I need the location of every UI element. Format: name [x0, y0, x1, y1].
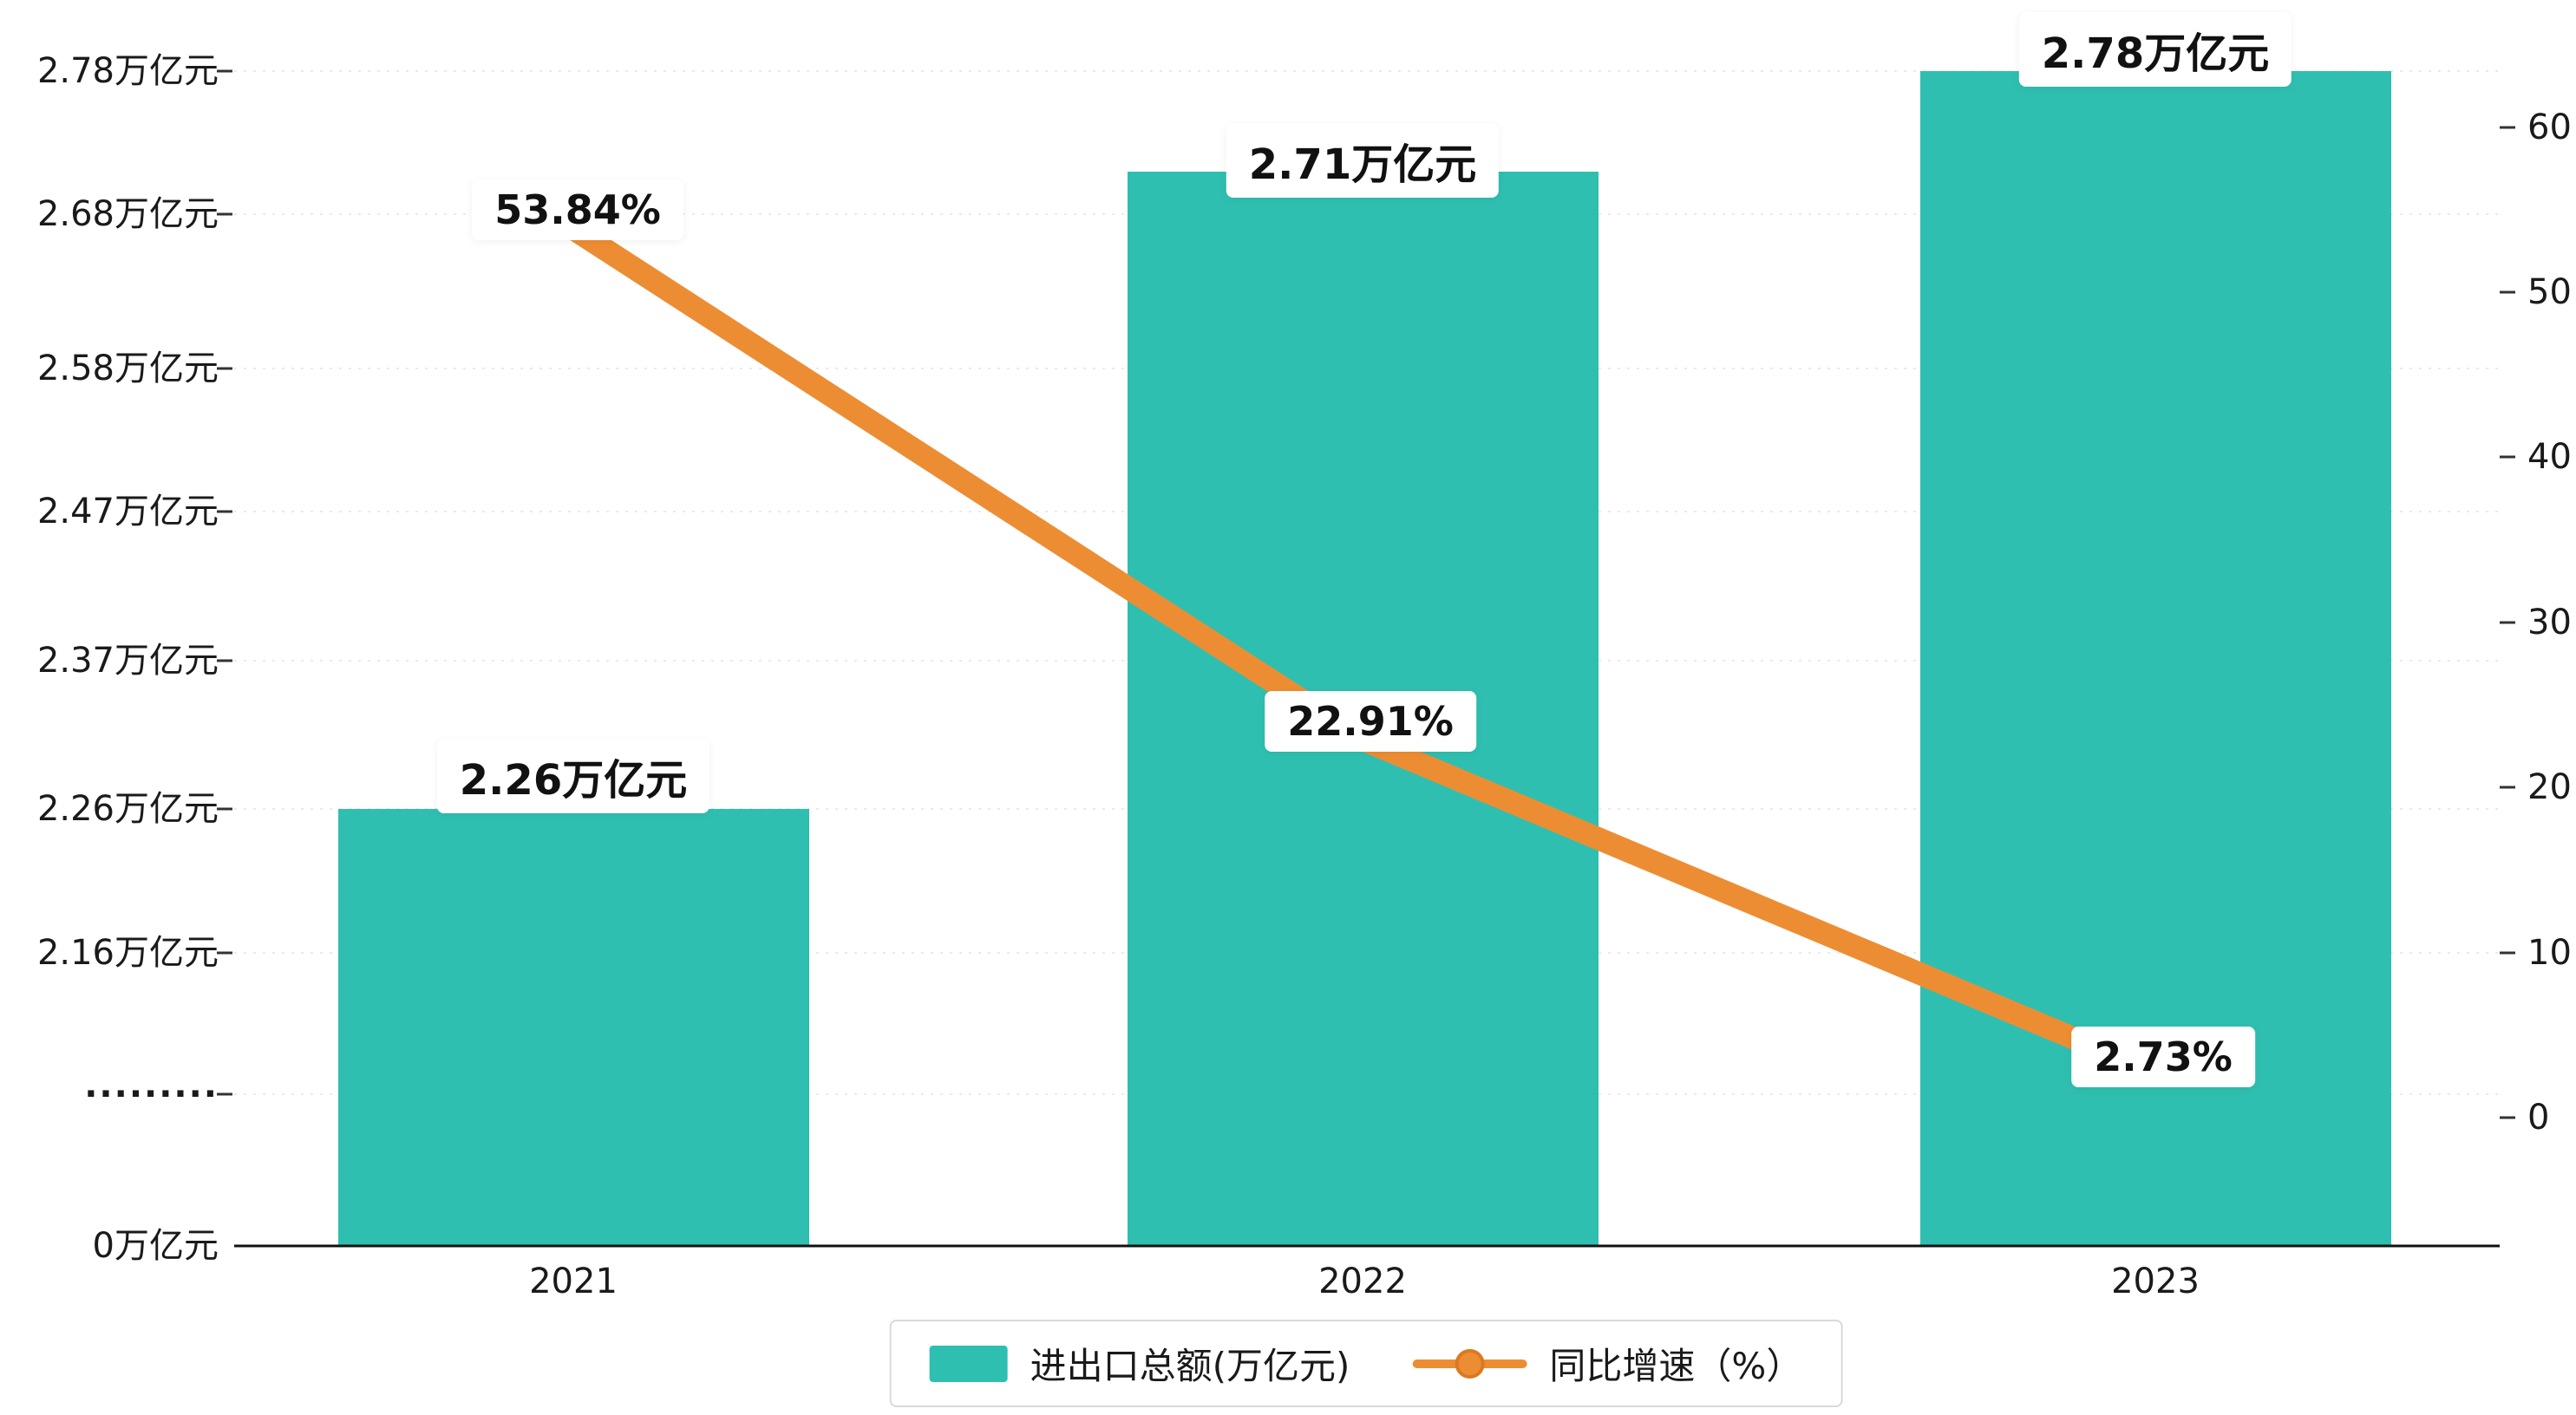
line-value-label: 22.91%	[1265, 691, 1476, 752]
bar-value-label: 2.78万亿元	[2018, 12, 2292, 87]
y-axis-label-left: 2.16万亿元	[36, 933, 219, 973]
y-axis-label-left: 2.47万亿元	[36, 492, 219, 531]
line-legend-label: 同比增速（%）	[1549, 1345, 1803, 1387]
y-axis-label-right: 10	[2527, 933, 2572, 973]
y-axis-label-left: 2.58万亿元	[36, 349, 219, 388]
line-legend-dot	[1455, 1348, 1485, 1379]
bar-legend-label: 进出口总额(万亿元)	[1030, 1345, 1350, 1387]
line-legend-marker	[1412, 1348, 1527, 1379]
y-axis-label-right: 40	[2527, 437, 2572, 477]
line-value-label: 2.73%	[2071, 1027, 2255, 1087]
bar-value-label: 2.71万亿元	[1226, 123, 1500, 198]
y-axis-label-right: 50	[2527, 272, 2572, 312]
y-axis-label-left: 2.78万亿元	[36, 51, 219, 91]
right-axis-ticks	[2500, 126, 2515, 1119]
y-axis-label-right: 30	[2527, 603, 2572, 642]
y-axis-label-left: 2.68万亿元	[36, 194, 219, 234]
bar-2021	[338, 809, 809, 1246]
y-axis-label-right: 60	[2527, 108, 2572, 147]
x-axis-label: 2022	[1318, 1262, 1407, 1301]
y-axis-label-left: 0万亿元	[92, 1226, 219, 1266]
left-axis-ticks	[217, 69, 232, 1096]
legend-item-bar: 进出口总额(万亿元)	[929, 1337, 1350, 1390]
x-axis-label: 2021	[529, 1262, 618, 1301]
y-axis-label-right: 20	[2527, 767, 2572, 807]
y-axis-break-label: ·········	[84, 1074, 219, 1114]
y-axis-label-left: 2.37万亿元	[36, 641, 219, 681]
line-value-label: 53.84%	[472, 179, 683, 240]
bar-value-label: 2.26万亿元	[436, 739, 710, 813]
y-axis-label-right: 0	[2527, 1098, 2550, 1138]
legend: 进出口总额(万亿元) 同比增速（%）	[889, 1320, 1843, 1407]
bar-legend-swatch	[929, 1345, 1008, 1382]
y-axis-label-left: 2.26万亿元	[36, 789, 219, 829]
legend-item-line: 同比增速（%）	[1412, 1337, 1802, 1390]
x-axis-label: 2023	[2111, 1262, 2200, 1301]
